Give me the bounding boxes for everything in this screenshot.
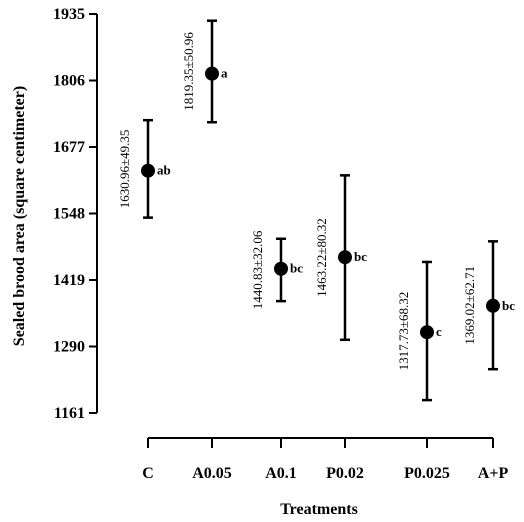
significance-label: a	[221, 66, 228, 81]
y-axis-title: Sealed brood area (square centimeter)	[11, 86, 28, 346]
data-point	[486, 298, 500, 313]
y-tick-label: 1548	[53, 206, 85, 223]
y-tick-label: 1806	[53, 73, 85, 90]
data-point	[141, 163, 155, 178]
x-tick-label: P0.02	[326, 465, 364, 482]
significance-label: bc	[502, 298, 515, 313]
x-tick-label: C	[142, 465, 154, 482]
data-point	[420, 325, 434, 340]
data-points: ab 1630.96±49.35 a 1819.35±50.96 bc 1440.83±3…	[117, 19, 515, 402]
value-label: 1369.02±62.71	[462, 266, 477, 345]
y-tick-label: 1161	[54, 405, 85, 422]
value-label: 1630.96±49.35	[117, 130, 132, 209]
significance-label: ab	[157, 163, 171, 178]
x-axis: C A0.05 A0.1 P0.02 P0.025 A+P	[142, 437, 509, 482]
x-tick-label: A0.1	[265, 465, 297, 482]
x-tick-label: P0.025	[404, 465, 450, 482]
x-tick-label: A0.05	[192, 465, 232, 482]
data-point	[205, 66, 219, 81]
x-axis-title: Treatments	[280, 501, 358, 518]
x-tick-label: A+P	[478, 465, 509, 482]
y-tick-label: 1419	[53, 272, 85, 289]
y-tick-label: 1677	[53, 139, 85, 156]
y-axis: 1935 1806 1677 1548 1419 1290 1161	[53, 6, 98, 422]
data-point	[338, 250, 352, 265]
data-point	[274, 261, 288, 276]
significance-label: bc	[354, 249, 367, 264]
value-label: 1463.22±80.32	[314, 218, 329, 297]
significance-label: bc	[290, 261, 303, 276]
significance-label: c	[436, 324, 442, 339]
y-tick-label: 1290	[53, 339, 85, 356]
y-tick-label: 1935	[53, 6, 85, 23]
value-label: 1819.35±50.96	[181, 32, 196, 111]
value-label: 1440.83±32.06	[250, 230, 265, 309]
value-label: 1317.73±68.32	[396, 292, 411, 371]
